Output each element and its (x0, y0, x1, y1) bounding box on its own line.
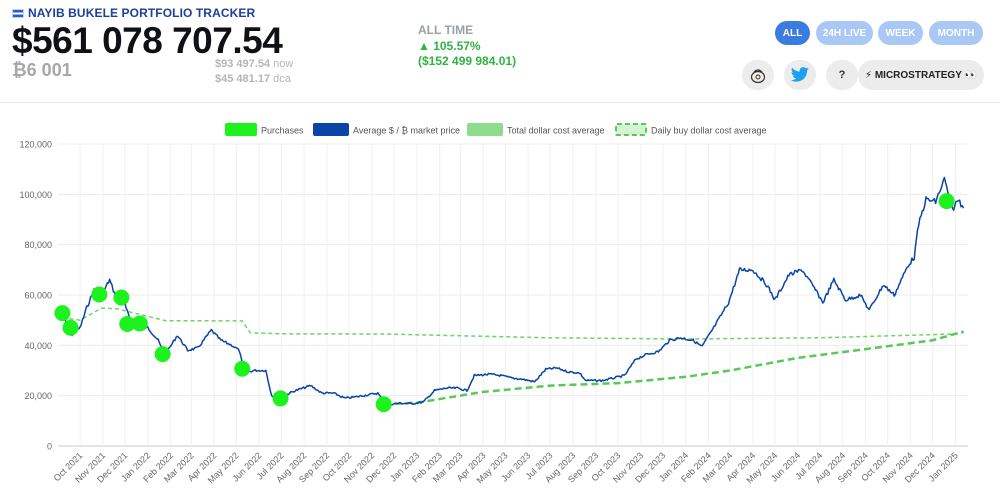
help-button[interactable]: ? (826, 60, 858, 90)
alltime-absolute: ($152 499 984.01) (418, 54, 517, 68)
chart-series (61, 176, 965, 406)
btc-holdings: ₿6 001 (12, 60, 72, 80)
purchase-point-6 (154, 346, 171, 363)
legend-swatch-3 (615, 123, 647, 136)
chart-legend: Purchases Average $ / ₿ market price Total… (225, 123, 767, 136)
portfolio-total-value: $561 078 707.54 (12, 20, 283, 61)
purchase-point-3 (113, 289, 130, 306)
y-tick-label-3: 60,000 (24, 291, 52, 301)
y-tick-label-5: 100,000 (19, 190, 52, 200)
legend-swatch-1 (313, 123, 349, 136)
purchase-point-8 (272, 390, 289, 407)
purchase-point-0 (54, 305, 71, 322)
range-all-button[interactable]: ALL (775, 21, 810, 45)
current-price-value: $93 497.54 (215, 58, 271, 70)
legend-label-0: Purchases (261, 126, 304, 136)
dca-price: $45 481.17 dca (215, 73, 291, 85)
total-dca-line (383, 330, 964, 406)
twitter-bird-icon (790, 67, 809, 82)
y-tick-label-0: 0 (47, 442, 52, 452)
purchase-point-4 (119, 315, 136, 332)
range-month-button[interactable]: MONTH (929, 21, 983, 45)
legend-label-2: Total dollar cost average (507, 126, 605, 136)
microstrategy-button[interactable]: ⚡ MICROSTRATEGY 👀 (858, 60, 984, 90)
brand-label: NAYIB BUKELE PORTFOLIO TRACKER (28, 6, 256, 20)
y-tick-label-1: 20,000 (24, 391, 52, 401)
alltime-label: ALL TIME (418, 23, 474, 37)
alltime-percent: ▲ 105.57% (418, 39, 481, 53)
purchase-point-1 (62, 319, 79, 336)
current-price-suffix: now (270, 58, 294, 70)
purchase-points (54, 193, 955, 413)
dca-price-value: $45 481.17 (215, 73, 271, 85)
legend-label-3: Daily buy dollar cost average (651, 126, 767, 136)
purchase-point-7 (234, 360, 251, 377)
coin-pouch-button[interactable] (742, 60, 774, 90)
el-salvador-flag-icon (12, 8, 24, 18)
range-week-button[interactable]: WEEK (878, 21, 923, 45)
help-icon: ? (838, 69, 846, 81)
coin-pouch-icon (750, 69, 766, 84)
chart-grid (58, 143, 968, 447)
purchase-point-2 (91, 286, 108, 303)
current-price: $93 497.54 now (215, 58, 293, 70)
legend-swatch-2 (467, 123, 503, 136)
y-tick-label-4: 80,000 (24, 240, 52, 250)
y-tick-label-6: 120,000 (19, 140, 52, 150)
purchase-point-5 (131, 315, 148, 332)
daily-dca-line (62, 307, 964, 340)
legend-swatch-0 (225, 123, 257, 136)
portfolio-header: NAYIB BUKELE PORTFOLIO TRACKER $561 078 … (0, 0, 1000, 100)
brand-title[interactable]: NAYIB BUKELE PORTFOLIO TRACKER (12, 6, 255, 20)
range-24h-button[interactable]: 24H LIVE (816, 21, 873, 45)
portfolio-chart: Purchases Average $ / ₿ market price Total… (19, 123, 968, 485)
dca-price-suffix: dca (270, 73, 291, 85)
purchase-point-10 (938, 193, 955, 210)
y-tick-label-2: 40,000 (24, 341, 52, 351)
legend-label-1: Average $ / ₿ market price (353, 126, 460, 136)
purchase-point-9 (375, 396, 392, 413)
y-axis-ticks: 0 20,000 40,000 60,000 80,000 100,000 120,000 (19, 140, 52, 452)
market-price-line (61, 176, 965, 406)
header-divider (0, 102, 1000, 103)
twitter-button[interactable] (784, 60, 816, 90)
